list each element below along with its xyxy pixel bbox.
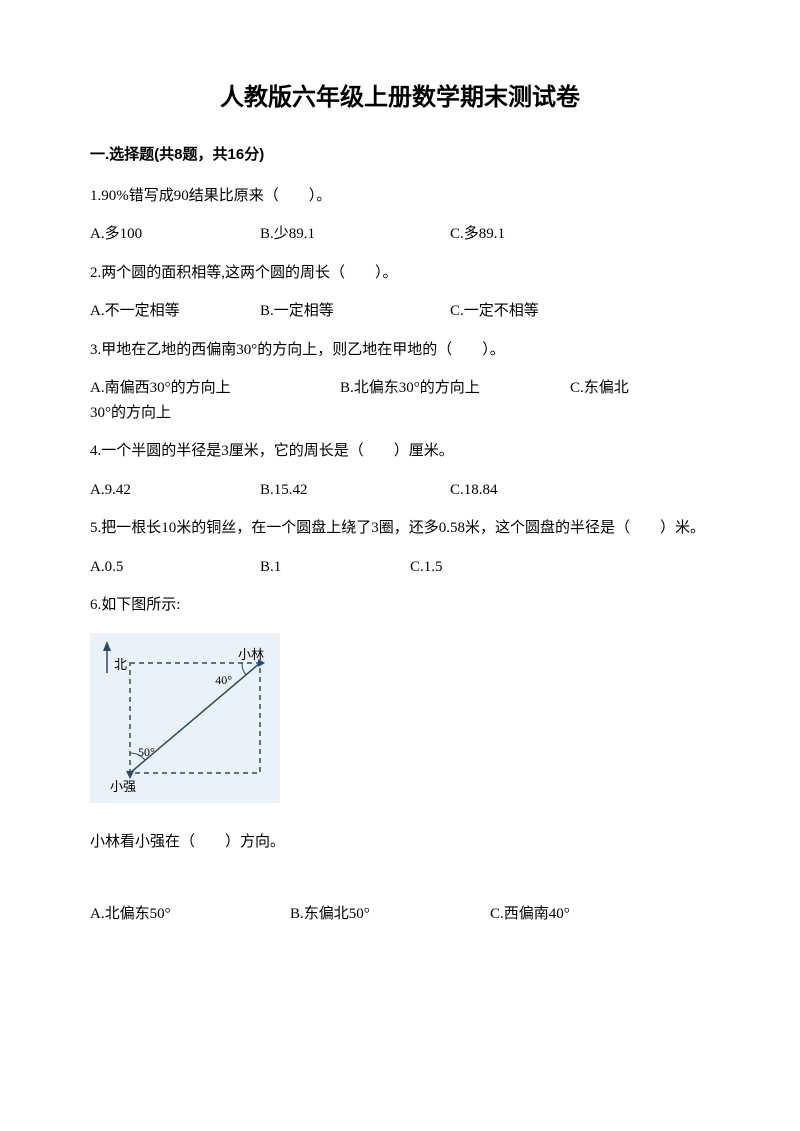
north-label: 北 bbox=[114, 655, 127, 675]
q3-options: A.南偏西30°的方向上 B.北偏东30°的方向上 C.东偏北 bbox=[90, 377, 710, 400]
q5-options: A.0.5 B.1 C.1.5 bbox=[90, 556, 710, 579]
q1-opt-a: A.多100 bbox=[90, 223, 260, 246]
q5-text: 5.把一根长10米的铜丝，在一个圆盘上绕了3圈，还多0.58米，这个圆盘的半径是… bbox=[90, 517, 710, 540]
q6-opt-b: B.东偏北50° bbox=[290, 903, 490, 926]
q6-options: A.北偏东50° B.东偏北50° C.西偏南40° bbox=[90, 903, 710, 926]
q3-text: 3.甲地在乙地的西偏南30°的方向上，则乙地在甲地的（ ）。 bbox=[90, 339, 710, 362]
q2-options: A.不一定相等 B.一定相等 C.一定不相等 bbox=[90, 300, 710, 323]
q6-followup: 小林看小强在（ ）方向。 bbox=[90, 831, 710, 854]
q1-opt-b: B.少89.1 bbox=[260, 223, 450, 246]
xiaolin-label: 小林 bbox=[238, 645, 264, 665]
q2-opt-b: B.一定相等 bbox=[260, 300, 450, 323]
q5-opt-c: C.1.5 bbox=[410, 556, 510, 579]
xiaoqiang-label: 小强 bbox=[110, 777, 136, 797]
q1-options: A.多100 B.少89.1 C.多89.1 bbox=[90, 223, 710, 246]
q1-opt-c: C.多89.1 bbox=[450, 223, 620, 246]
angle-50: 50° bbox=[138, 743, 155, 761]
q6-diagram: 北 小林 小强 40° 50° bbox=[90, 633, 280, 803]
q4-opt-a: A.9.42 bbox=[90, 479, 260, 502]
q1-text: 1.90%错写成90结果比原来（ ）。 bbox=[90, 185, 710, 208]
q4-opt-c: C.18.84 bbox=[450, 479, 620, 502]
q4-options: A.9.42 B.15.42 C.18.84 bbox=[90, 479, 710, 502]
q6-text: 6.如下图所示: bbox=[90, 594, 710, 617]
q3-opt-a: A.南偏西30°的方向上 bbox=[90, 377, 340, 400]
q2-text: 2.两个圆的面积相等,这两个圆的周长（ ）。 bbox=[90, 262, 710, 285]
q3-opt-b: B.北偏东30°的方向上 bbox=[340, 377, 570, 400]
page-title: 人教版六年级上册数学期末测试卷 bbox=[90, 80, 710, 116]
q2-opt-a: A.不一定相等 bbox=[90, 300, 260, 323]
q6-opt-c: C.西偏南40° bbox=[490, 903, 660, 926]
q3-opt-c: C.东偏北 bbox=[570, 377, 670, 400]
q4-text: 4.一个半圆的半径是3厘米，它的周长是（ ）厘米。 bbox=[90, 440, 710, 463]
q3-opt-c-cont: 30°的方向上 bbox=[90, 402, 710, 425]
q4-opt-b: B.15.42 bbox=[260, 479, 450, 502]
section-header: 一.选择题(共8题，共16分) bbox=[90, 144, 710, 167]
q6-opt-a: A.北偏东50° bbox=[90, 903, 290, 926]
q2-opt-c: C.一定不相等 bbox=[450, 300, 620, 323]
q5-opt-a: A.0.5 bbox=[90, 556, 260, 579]
q5-opt-b: B.1 bbox=[260, 556, 410, 579]
angle-40: 40° bbox=[215, 671, 232, 689]
